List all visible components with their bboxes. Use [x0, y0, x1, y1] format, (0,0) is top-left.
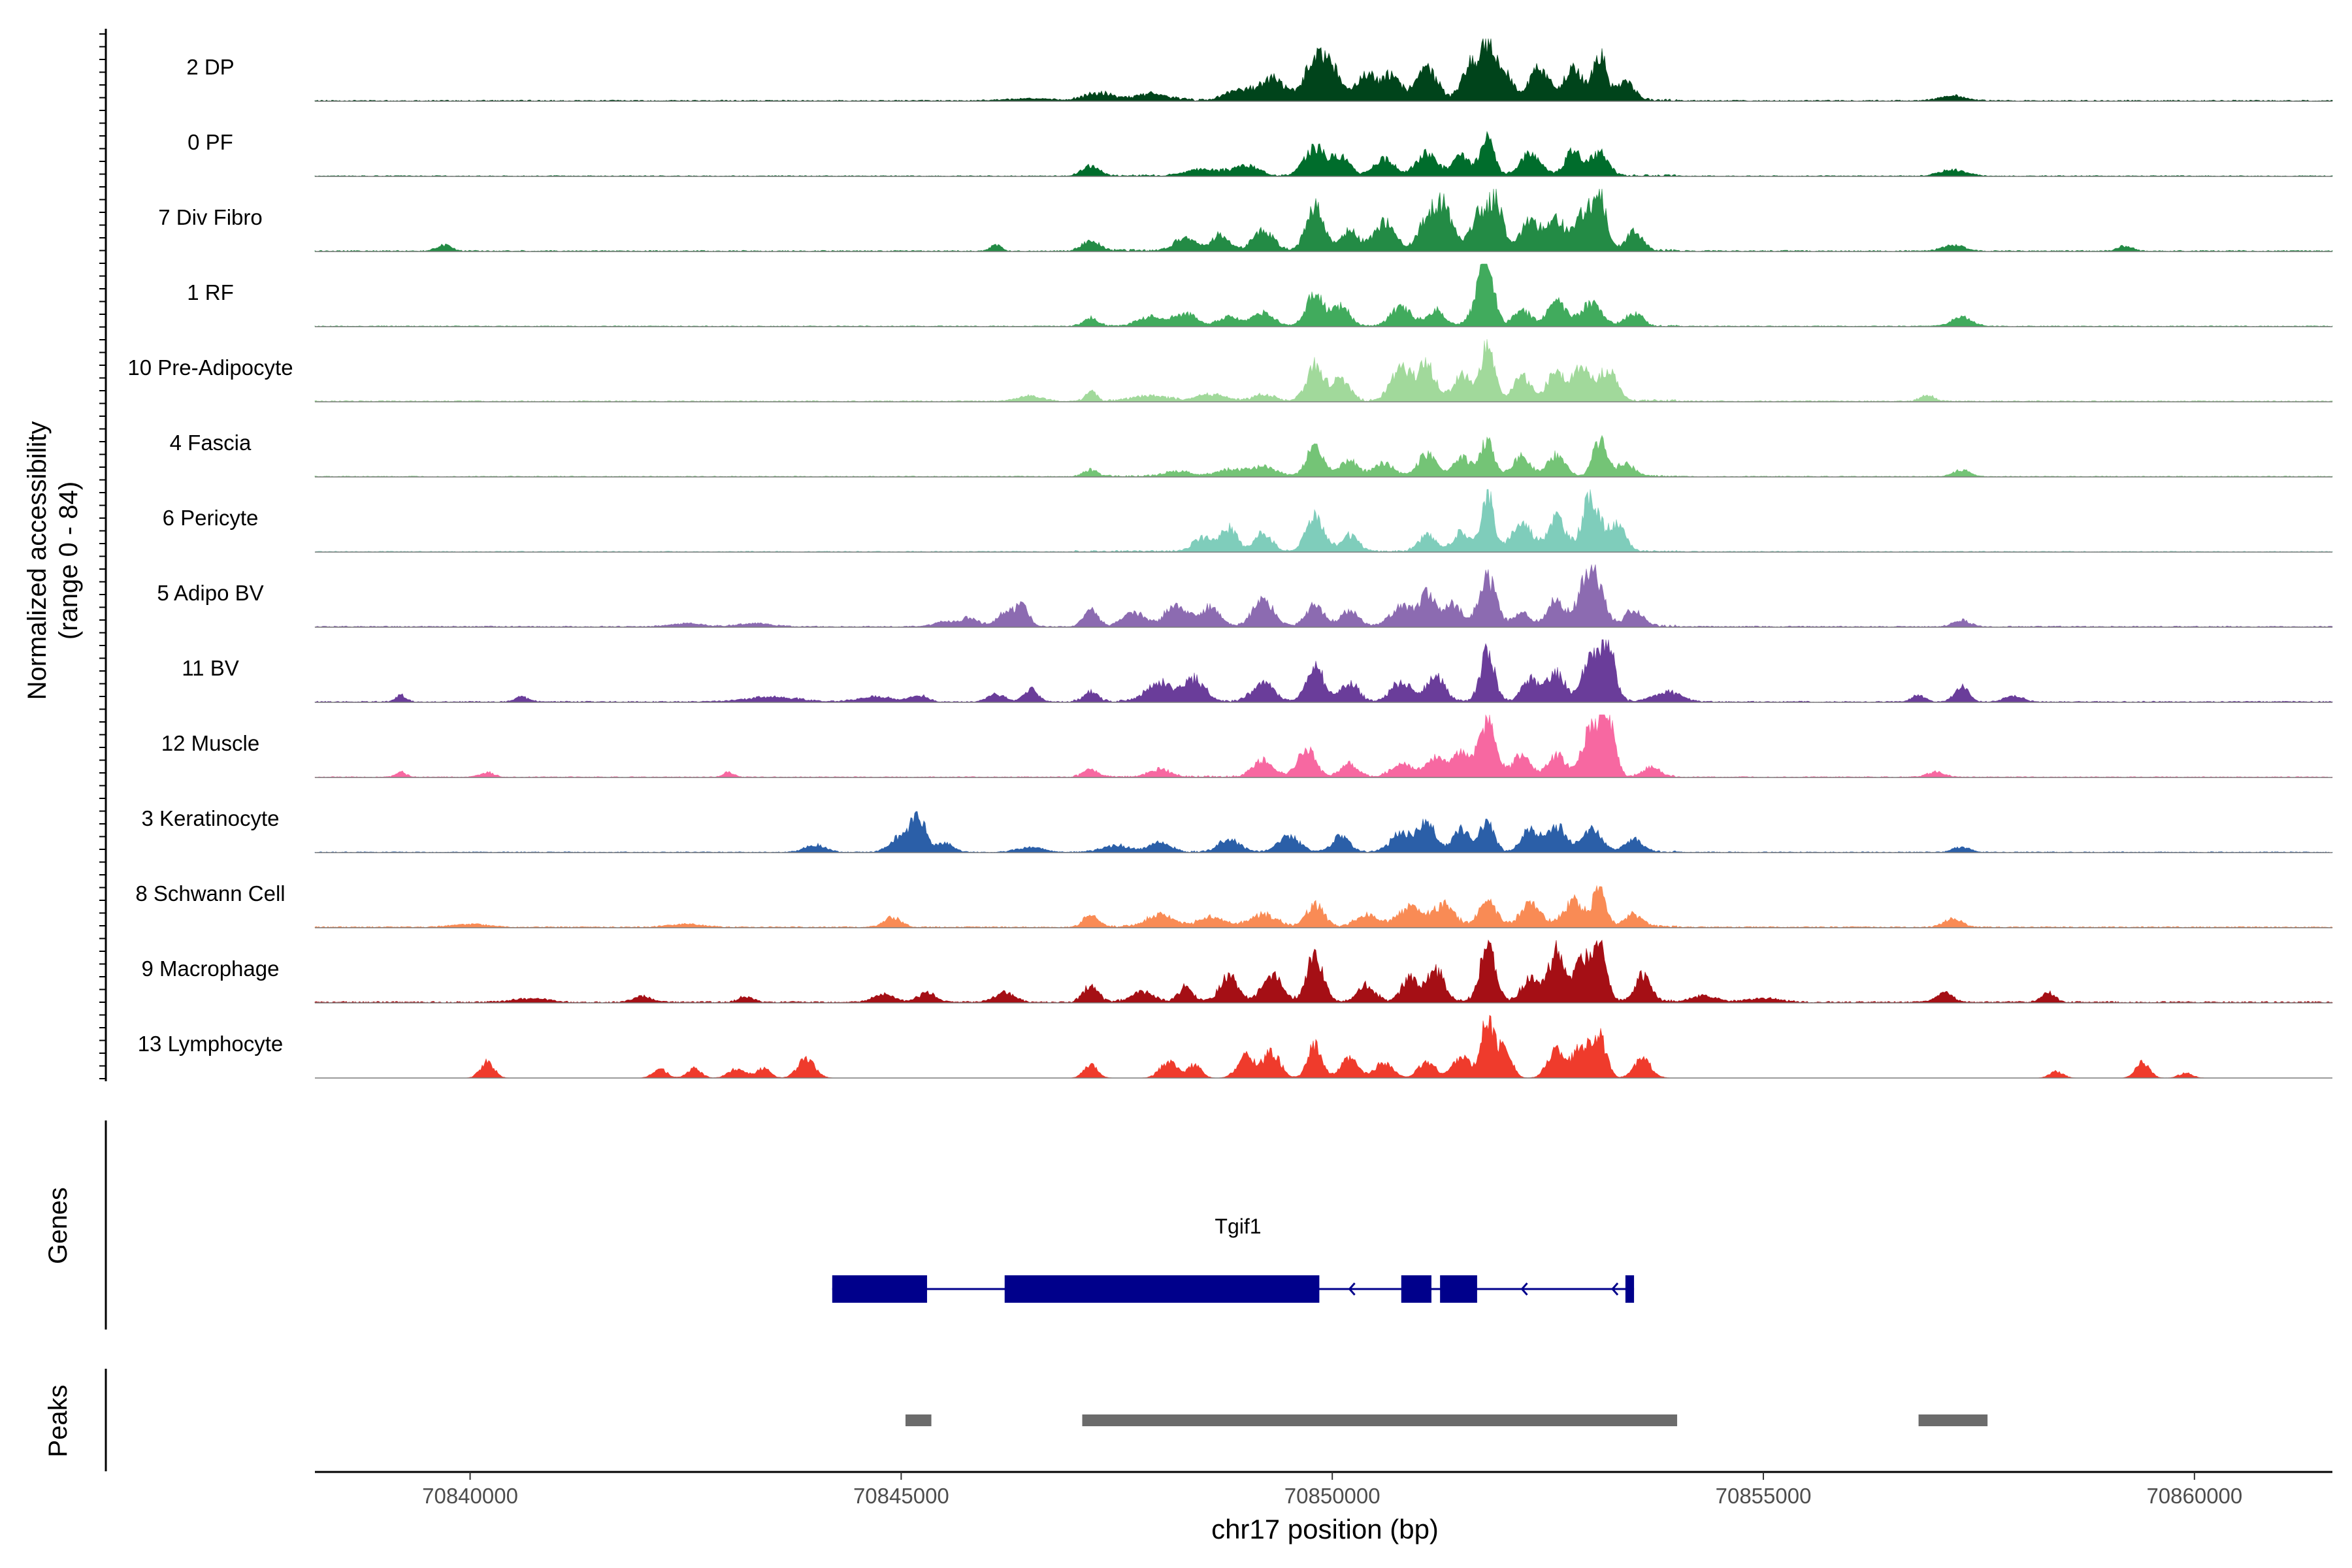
gene-strand-arrow	[1424, 1282, 1431, 1296]
coverage-area-3-keratinocyte	[314, 811, 2333, 853]
coverage-area-2-dp	[314, 38, 2333, 102]
x-tick-label: 70860000	[2146, 1484, 2242, 1508]
track-label-0-pf: 0 PF	[188, 130, 233, 154]
track-label-4-fascia: 4 Fascia	[170, 431, 252, 455]
gene-strand-arrow	[1611, 1282, 1619, 1296]
gene-exon	[1401, 1275, 1431, 1303]
track-label-5-adipo-bv: 5 Adipo BV	[157, 581, 263, 605]
track-label-10-pre-adipocyte: 10 Pre-Adipocyte	[127, 355, 293, 380]
coverage-area-8-schwann-cell	[314, 885, 2333, 928]
x-tick-label: 70855000	[1716, 1484, 1812, 1508]
track-label-9-macrophage: 9 Macrophage	[142, 956, 280, 981]
track-label-6-pericyte: 6 Pericyte	[163, 506, 259, 530]
gene-name-label: Tgif1	[1215, 1215, 1261, 1238]
peaks-track-label: Peaks	[44, 1384, 73, 1457]
x-axis: 70840000 70845000 70850000 70855000 70860000	[315, 1471, 2332, 1508]
coverage-area-7-div-fibro	[314, 188, 2333, 252]
x-tick-label: 70850000	[1284, 1484, 1380, 1508]
coverage-area-10-pre-adipocyte	[314, 338, 2333, 402]
track-label-8-schwann-cell: 8 Schwann Cell	[135, 881, 285, 906]
coverage-area-11-bv	[314, 639, 2333, 703]
gene-exon	[1440, 1275, 1477, 1303]
track-label-2-dp: 2 DP	[186, 55, 234, 79]
y-axis-title-line2: (range 0 - 84)	[54, 482, 83, 640]
coverage-area-4-fascia	[314, 434, 2333, 478]
peak-region	[1918, 1414, 1988, 1426]
gene-strand-arrow	[1348, 1282, 1356, 1296]
gene-exon	[832, 1275, 927, 1303]
peak-region	[905, 1414, 932, 1426]
gene-exon	[1004, 1275, 1320, 1303]
x-axis-title: chr17 position (bp)	[1211, 1514, 1439, 1544]
track-label-1-rf: 1 RF	[187, 280, 234, 304]
coverage-tracks: 2 DP 0 PF 7 Div Fibro 1 RF 10 Pre-Adipocyte 4…	[99, 29, 2333, 1081]
x-tick-label: 70845000	[853, 1484, 949, 1508]
coverage-area-6-pericyte	[314, 489, 2333, 553]
peaks-track	[105, 1369, 1988, 1471]
coverage-area-12-muscle	[314, 714, 2333, 778]
track-label-7-div-fibro: 7 Div Fibro	[158, 205, 263, 229]
x-tick-label: 70840000	[422, 1484, 518, 1508]
genes-track-label: Genes	[44, 1187, 73, 1264]
y-axis-title-line1: Normalized accessibility	[23, 421, 52, 700]
gene-strand-arrow	[1520, 1282, 1528, 1296]
gene-exon	[1625, 1275, 1635, 1303]
track-label-13-lymphocyte: 13 Lymphocyte	[138, 1032, 284, 1056]
coverage-area-0-pf	[314, 131, 2333, 177]
track-label-11-bv: 11 BV	[182, 656, 238, 680]
coverage-area-1-rf	[314, 263, 2333, 327]
coverage-area-9-macrophage	[314, 939, 2333, 1004]
coverage-area-13-lymphocyte	[315, 1015, 2332, 1079]
peak-region	[1082, 1414, 1678, 1426]
track-label-3-keratinocyte: 3 Keratinocyte	[142, 806, 280, 830]
track-label-12-muscle: 12 Muscle	[161, 731, 259, 755]
gene-annotation-track	[105, 1120, 1635, 1330]
coverage-area-5-adipo-bv	[314, 564, 2333, 628]
